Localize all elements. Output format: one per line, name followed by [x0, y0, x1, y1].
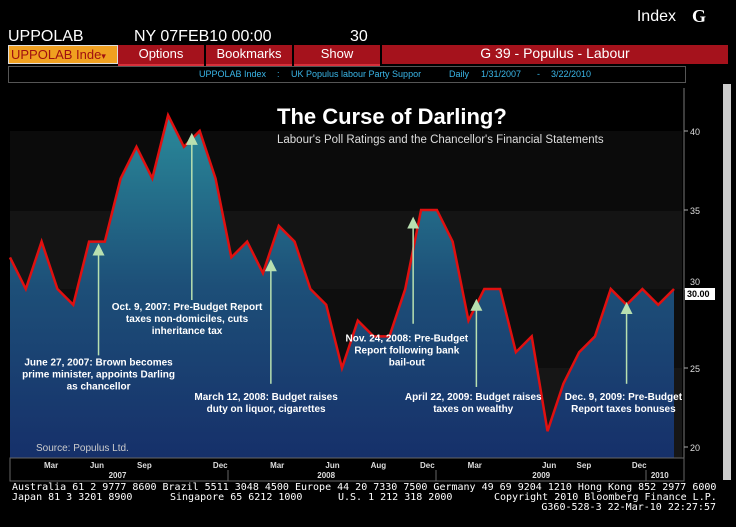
x-tick-label: Mar	[270, 461, 284, 470]
annotation-text: taxes non-domiciles, cuts	[126, 314, 249, 325]
g-label: G	[691, 6, 706, 26]
x-year-label: 2009	[532, 471, 550, 480]
sub-freq: Daily	[449, 69, 470, 79]
footer-timestamp: G360-528-3 22-Mar-10 22:27:57	[541, 502, 716, 513]
annotation-text: duty on liquor, cigarettes	[207, 404, 326, 415]
footer-phone-singapore: Singapore 65 6212 1000	[170, 492, 303, 503]
x-year-label: 2007	[109, 471, 127, 480]
ticker: UPPOLAB	[8, 28, 84, 45]
plot-band	[10, 88, 682, 131]
annotation-text: March 12, 2008: Budget raises	[194, 392, 338, 403]
options-button[interactable]: Options	[118, 45, 204, 66]
chart-title: The Curse of Darling?	[277, 104, 507, 129]
x-tick-label: Dec	[420, 461, 435, 470]
area-fill	[10, 115, 674, 458]
scrollbar[interactable]	[723, 84, 731, 480]
annotation-text: Nov. 24, 2008: Pre-Budget	[345, 334, 468, 345]
x-tick-label: Aug	[371, 461, 387, 470]
annotation-text: Dec. 9, 2009: Pre-Budget	[565, 392, 683, 403]
page-title: G 39 - Populus - Labour	[382, 45, 728, 64]
annotation-text: Report taxes bonuses	[571, 404, 676, 415]
footer-phone-us: U.S. 1 212 318 2000	[338, 492, 453, 503]
last-value-badge	[685, 288, 715, 300]
show-button[interactable]: Show	[294, 45, 380, 66]
series-line	[8, 111, 675, 432]
x-year-label: 2010	[651, 471, 669, 480]
x-tick-label: Dec	[213, 461, 228, 470]
y-tick-label: 20	[690, 443, 700, 453]
annotation-text: as chancellor	[67, 381, 131, 392]
x-tick-label: Sep	[137, 461, 152, 470]
annotation-text: April 22, 2009: Budget raises	[405, 392, 542, 403]
y-tick-label: 40	[690, 127, 700, 137]
dropdown-arrow-icon: ▾	[101, 51, 106, 61]
annotation-text: June 27, 2007: Brown becomes	[24, 357, 173, 368]
y-tick-label: 30	[690, 277, 700, 287]
source-note: Source: Populus Ltd.	[36, 443, 129, 454]
annotation-text: bail-out	[389, 358, 426, 369]
x-tick-label: Mar	[468, 461, 482, 470]
sub-index: UPPOLAB Index	[199, 69, 267, 79]
annotation-text: prime minister, appoints Darling	[22, 369, 175, 380]
index-label: Index	[636, 8, 676, 25]
security-field[interactable]: UPPOLAB Inde▾	[8, 45, 118, 64]
footer-phone-japan: Japan 81 3 3201 8900	[12, 492, 133, 503]
header-value: 30	[350, 28, 368, 45]
sub-start: 1/31/2007	[481, 69, 522, 79]
x-tick-label: Jun	[325, 461, 339, 470]
datetime: NY 07FEB10 00:00	[134, 28, 272, 45]
y-tick-label: 25	[690, 364, 700, 374]
sub-end: 3/22/2010	[551, 69, 592, 79]
annotation-text: Report following bank	[354, 346, 459, 357]
footer-copyright: Copyright 2010 Bloomberg Finance L.P.	[494, 492, 717, 503]
security-subheader: UPPOLAB Index : UK Populus labour Party …	[8, 66, 686, 83]
chart-subtitle: Labour's Poll Ratings and the Chancellor…	[277, 134, 604, 146]
x-tick-label: Dec	[632, 461, 647, 470]
sub-sep: :	[277, 69, 280, 79]
x-tick-label: Jun	[90, 461, 104, 470]
security-value: UPPOLAB Inde	[11, 47, 102, 62]
last-value-label: 30.00	[687, 289, 710, 299]
bookmarks-button[interactable]: Bookmarks	[206, 45, 292, 66]
annotation-text: Oct. 9, 2007: Pre-Budget Report	[112, 302, 263, 313]
sub-dash: -	[537, 69, 540, 79]
y-tick-label: 35	[690, 206, 700, 216]
footer-line1: Australia 61 2 9777 8600 Brazil 5511 304…	[12, 482, 717, 493]
annotation-text: taxes on wealthy	[433, 404, 513, 415]
annotation-text: inheritance tax	[152, 326, 223, 337]
x-axis-area	[9, 457, 685, 482]
sub-desc: UK Populus labour Party Suppor	[291, 69, 422, 79]
x-tick-label: Sep	[577, 461, 592, 470]
x-tick-label: Jun	[542, 461, 556, 470]
x-year-label: 2008	[317, 471, 335, 480]
x-tick-label: Mar	[44, 461, 58, 470]
